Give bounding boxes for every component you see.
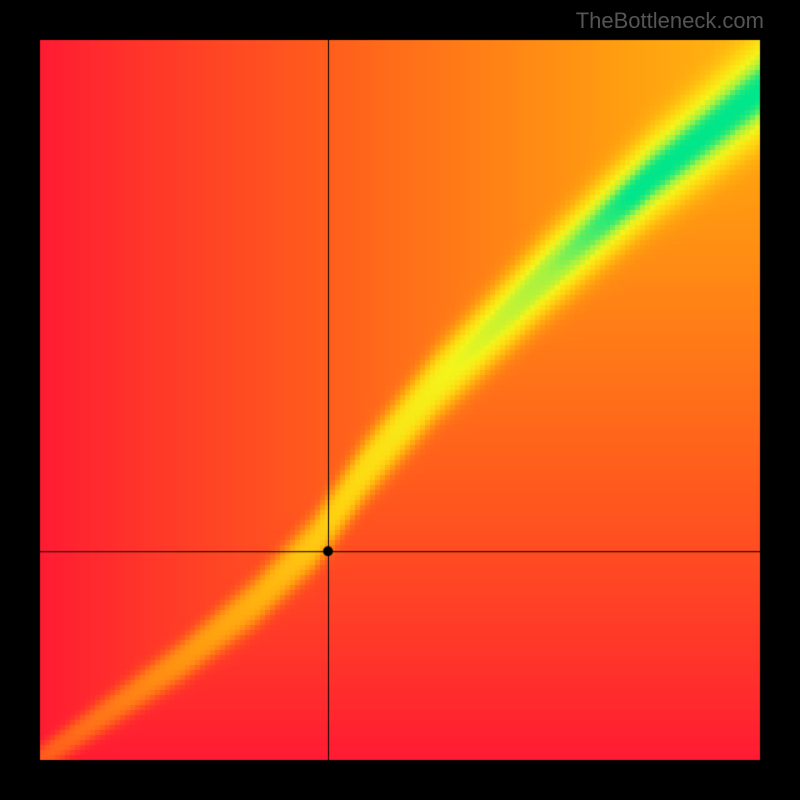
watermark-label: TheBottleneck.com xyxy=(576,8,764,34)
chart-container: TheBottleneck.com xyxy=(0,0,800,800)
heatmap-canvas xyxy=(0,0,800,800)
